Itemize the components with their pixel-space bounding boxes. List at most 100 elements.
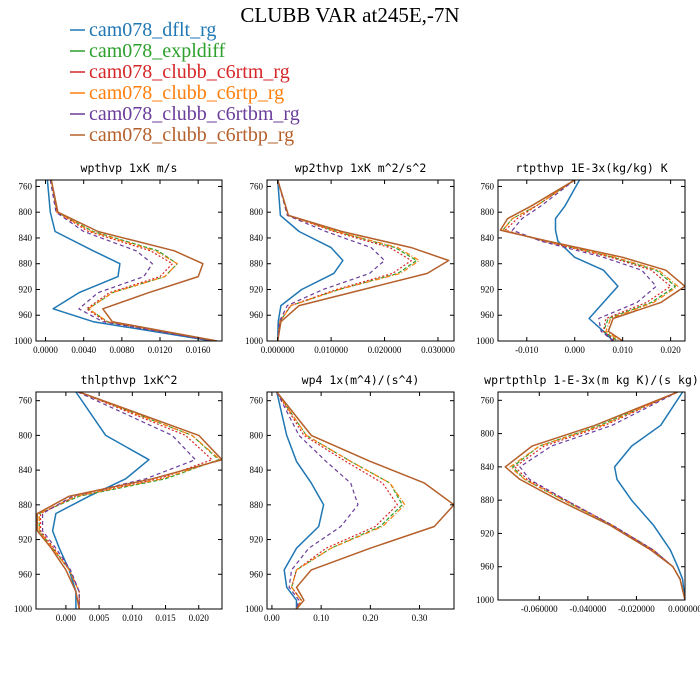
plot-frame (266, 391, 455, 610)
y-tick-label: 960 (250, 310, 264, 320)
y-tick-label: 800 (19, 207, 33, 217)
series-line (504, 180, 672, 341)
series-group (504, 392, 685, 600)
legend-label: cam078_clubb_c6rtm_rg (89, 61, 290, 83)
y-tick-label: 920 (481, 284, 495, 294)
panel-title: thlpthvp 1xK^2 (81, 373, 178, 387)
legend-label: cam078_clubb_c6rtp_rg (89, 82, 284, 104)
plot-frame (497, 391, 686, 601)
x-tick-label: 0.020 (660, 345, 681, 355)
panel-title: rtpthvp 1E-3x(kg/kg) K (515, 161, 667, 175)
y-tick-label: 920 (250, 284, 264, 294)
y-tick-label: 880 (19, 500, 33, 510)
x-tick-label: 0.20 (362, 613, 378, 623)
y-tick-label: 760 (481, 395, 495, 405)
panel-title: wprtpthlp 1-E-3x(m kg K)/(s kg) (484, 373, 699, 387)
series-line (277, 180, 412, 341)
panel-2: wp2thvp 1xK m^2/s^2 760 800 840 880 920 960 100… (245, 161, 455, 355)
y-tick-label: 920 (19, 284, 33, 294)
x-tick-label: -0.060000 (521, 604, 558, 614)
series-line (276, 392, 359, 609)
x-tick-label: 0.000000 (261, 345, 295, 355)
x-tick-label: 0.020000 (368, 345, 402, 355)
series-line (276, 392, 406, 609)
series-line (613, 392, 685, 600)
x-tick-label: 0.010 (613, 345, 634, 355)
x-tick-label: -0.010 (515, 345, 539, 355)
panel-title: wp4 1x(m^4)/(s^4) (302, 373, 420, 387)
y-tick-label: 880 (481, 495, 495, 505)
x-tick-label: 0.030000 (421, 345, 455, 355)
series-line (519, 392, 685, 600)
y-tick-label: 920 (481, 528, 495, 538)
y-tick-label: 840 (19, 465, 33, 475)
plot-frame (266, 179, 455, 342)
y-tick-label: 800 (19, 430, 33, 440)
y-tick-label: 760 (19, 396, 33, 406)
series-line (50, 180, 216, 341)
y-tick-label: 1000 (476, 595, 495, 605)
series-line (276, 392, 325, 609)
x-tick-label: 0.000 (565, 345, 586, 355)
y-tick-label: 840 (481, 233, 495, 243)
x-tick-label: 0.30 (412, 613, 428, 623)
series-group (36, 392, 222, 609)
x-tick-label: 0.0000 (33, 345, 58, 355)
plot-frame (35, 391, 223, 610)
x-tick-label: -0.020000 (618, 604, 655, 614)
x-tick-label: 0.015 (155, 613, 176, 623)
y-tick-label: 880 (250, 259, 264, 269)
y-tick-label: 1000 (245, 604, 264, 614)
y-tick-label: 880 (250, 500, 264, 510)
y-tick-label: 960 (481, 310, 495, 320)
legend-label: cam078_clubb_c6rtbp_rg (89, 124, 294, 146)
y-tick-label: 1000 (245, 336, 264, 346)
x-tick-label: 0.0080 (109, 345, 134, 355)
series-line (276, 392, 398, 609)
panel-4: thlpthvp 1xK^2 760 800 840 880 920 960 1000 0.00… (14, 373, 223, 623)
y-tick-label: 840 (250, 465, 264, 475)
panel-6: wprtpthlp 1-E-3x(m kg K)/(s kg) 760 800 840… (476, 373, 700, 614)
x-tick-label: 0.000 (56, 613, 77, 623)
legend-entry: cam078_clubb_c6rtbp_rg (70, 124, 294, 146)
y-tick-label: 920 (19, 535, 33, 545)
y-tick-label: 840 (19, 233, 33, 243)
y-tick-label: 880 (19, 259, 33, 269)
x-tick-label: 0.0040 (71, 345, 96, 355)
y-tick-label: 840 (481, 462, 495, 472)
y-tick-label: 760 (250, 396, 264, 406)
legend-entry: cam078_clubb_c6rtm_rg (70, 61, 290, 83)
series-line (277, 180, 420, 341)
x-tick-label: 0.010000 (314, 345, 348, 355)
series-line (36, 392, 222, 609)
y-tick-label: 960 (481, 562, 495, 572)
series-group (276, 392, 454, 609)
y-tick-label: 760 (481, 181, 495, 191)
panel-5: wp4 1x(m^4)/(s^4)76080084088092096010000… (245, 373, 455, 623)
y-tick-label: 760 (250, 181, 264, 191)
series-group (499, 180, 685, 341)
y-tick-label: 960 (19, 569, 33, 579)
panel-1: wpthvp 1xK m/s76080084088092096010000.00… (14, 161, 223, 355)
legend-entry: cam078_clubb_c6rtbm_rg (70, 103, 300, 125)
y-tick-label: 1000 (14, 336, 33, 346)
series-line (38, 392, 221, 609)
y-tick-label: 800 (250, 430, 264, 440)
series-line (41, 392, 196, 609)
legend-label: cam078_dflt_rg (89, 19, 216, 41)
series-line (502, 180, 677, 341)
series-line (554, 180, 619, 341)
series-line (276, 392, 403, 609)
x-tick-label: 0.10 (313, 613, 329, 623)
x-tick-label: 0.0160 (186, 345, 211, 355)
series-line (276, 180, 344, 341)
plot-frame (35, 179, 223, 342)
y-tick-label: 1000 (14, 604, 33, 614)
series-group (276, 180, 450, 341)
x-tick-label: 0.000000 (668, 604, 700, 614)
y-tick-label: 960 (19, 310, 33, 320)
main-title: CLUBB VAR at245E,-7N (240, 3, 459, 27)
y-tick-label: 840 (250, 233, 264, 243)
legend-entry: cam078_clubb_c6rtp_rg (70, 82, 284, 104)
